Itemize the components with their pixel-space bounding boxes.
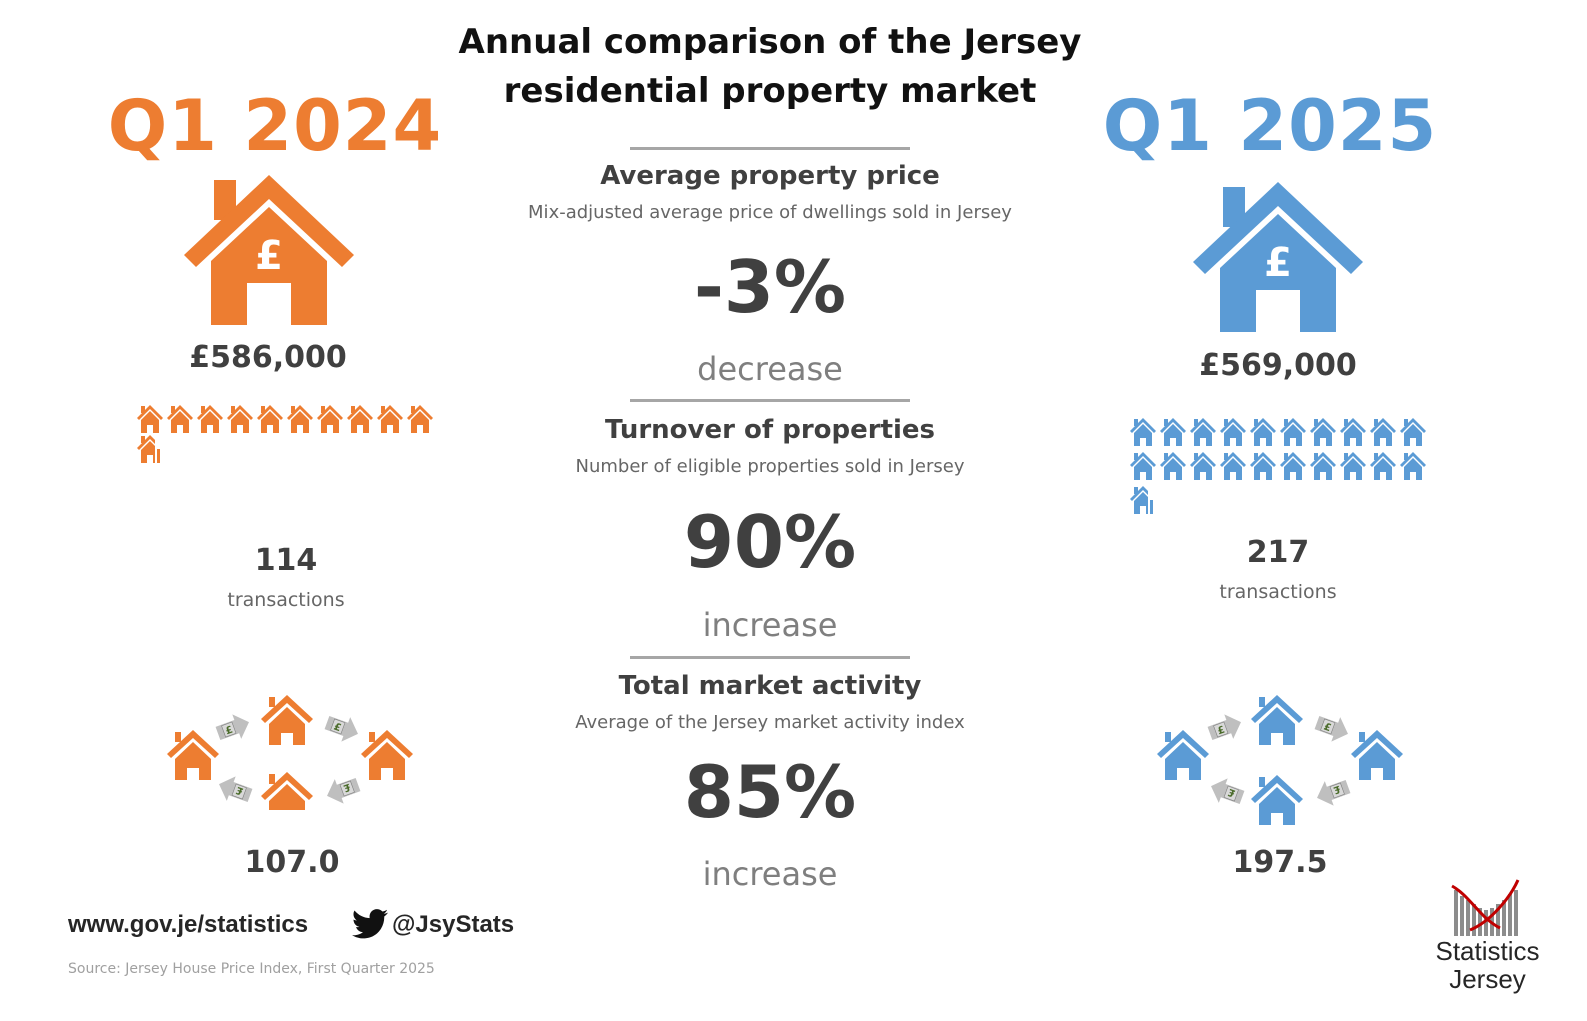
svg-text:£: £ (224, 725, 234, 738)
transactions-label-left: transactions (227, 589, 345, 611)
activity-left: 107.0 (244, 845, 340, 880)
svg-text:£: £ (1227, 786, 1237, 799)
house-icon (1160, 418, 1186, 446)
house-pound-icon: £ (184, 175, 354, 325)
arrow-icon: £ (327, 777, 361, 804)
arrow-icon: £ (219, 776, 253, 803)
house-icon (1340, 418, 1366, 446)
direction-turnover: increase (702, 606, 838, 644)
transactions-left: 114 (254, 543, 318, 578)
pound-glyph: £ (255, 233, 283, 279)
transactions-right: 217 (1246, 535, 1310, 570)
house-icon (1280, 418, 1306, 446)
house-icon (1340, 452, 1366, 480)
direction-price: decrease (697, 350, 843, 388)
source-note: Source: Jersey House Price Index, First … (68, 961, 435, 977)
house-icon (1310, 418, 1336, 446)
activity-right: 197.5 (1232, 845, 1328, 880)
house-icon (377, 405, 403, 433)
divider (630, 656, 910, 659)
price-left: £586,000 (189, 340, 347, 375)
house-icon (1130, 452, 1156, 480)
house-icon (1310, 452, 1336, 480)
year-left: Q1 2024 (107, 85, 443, 167)
house-icon (1400, 418, 1426, 446)
change-price: -3% (693, 245, 847, 329)
change-turnover: 90% (683, 500, 857, 584)
house-icon (407, 405, 433, 433)
logo-line1: Statistics (1435, 936, 1540, 966)
house-icon (1370, 418, 1396, 446)
direction-activity: increase (702, 855, 838, 893)
house-icon (167, 730, 219, 780)
house-icon (1130, 418, 1156, 446)
svg-text:£: £ (235, 784, 245, 797)
page-title: Annual comparison of the Jersey resident… (458, 22, 1082, 111)
house-icon (1251, 695, 1303, 745)
price-right: £569,000 (1199, 348, 1357, 383)
twitter-handle[interactable]: @JsyStats (392, 911, 515, 938)
divider (630, 399, 910, 402)
house-icon (137, 405, 163, 433)
house-icon (317, 405, 343, 433)
house-icon (1220, 452, 1246, 480)
house-icon (1251, 775, 1303, 825)
house-icon (1190, 452, 1216, 480)
arrow-icon: £ (1314, 715, 1348, 742)
house-icon (137, 435, 163, 463)
svg-text:£: £ (1332, 783, 1342, 796)
section-title-activity: Total market activity (618, 671, 922, 701)
house-icon (1157, 730, 1209, 780)
svg-text:£: £ (332, 722, 342, 735)
year-right: Q1 2025 (1102, 85, 1438, 167)
house-icon (287, 405, 313, 433)
house-icon (361, 730, 413, 780)
market-activity-icon-right: £ £ £ £ (1157, 695, 1403, 825)
house-icon (257, 405, 283, 433)
svg-text:£: £ (342, 781, 352, 794)
section-subtitle-turnover: Number of eligible properties sold in Je… (575, 456, 965, 477)
svg-text:£: £ (1216, 725, 1226, 738)
arrow-icon: £ (215, 714, 249, 741)
section-subtitle-price: Mix-adjusted average price of dwellings … (528, 202, 1012, 223)
house-icon (1130, 486, 1156, 514)
transactions-label-right: transactions (1219, 581, 1337, 603)
section-subtitle-activity: Average of the Jersey market activity in… (575, 712, 965, 733)
house-icon (1250, 452, 1276, 480)
svg-text:£: £ (1322, 722, 1332, 735)
house-rows-right (1130, 418, 1426, 514)
house-icon (1351, 730, 1403, 780)
house-rows-left (137, 405, 433, 463)
house-icon (1280, 452, 1306, 480)
twitter-bird-icon (352, 909, 388, 939)
arrow-icon: £ (1317, 779, 1351, 806)
house-icon (261, 695, 313, 745)
house-icon (261, 772, 313, 810)
arrow-icon: £ (1207, 714, 1241, 741)
house-pound-icon: £ (1193, 182, 1363, 332)
house-icon (1370, 452, 1396, 480)
divider (630, 147, 910, 150)
house-icon (167, 405, 193, 433)
house-icon (197, 405, 223, 433)
arrow-icon: £ (324, 715, 358, 742)
logo-line2: Jersey (1449, 964, 1526, 994)
website-link[interactable]: www.gov.je/statistics (68, 911, 309, 938)
house-icon (227, 405, 253, 433)
section-title-price: Average property price (600, 161, 940, 191)
market-activity-icon-left: £ £ £ £ (167, 695, 413, 810)
change-activity: 85% (683, 750, 857, 834)
pound-glyph: £ (1264, 240, 1292, 286)
house-icon (1220, 418, 1246, 446)
house-icon (1160, 452, 1186, 480)
statistics-jersey-logo-graphic (1451, 879, 1520, 936)
section-title-turnover: Turnover of properties (604, 415, 936, 445)
house-icon (1250, 418, 1276, 446)
house-icon (1190, 418, 1216, 446)
house-icon (347, 405, 373, 433)
arrow-icon: £ (1211, 778, 1245, 805)
house-icon (1400, 452, 1426, 480)
